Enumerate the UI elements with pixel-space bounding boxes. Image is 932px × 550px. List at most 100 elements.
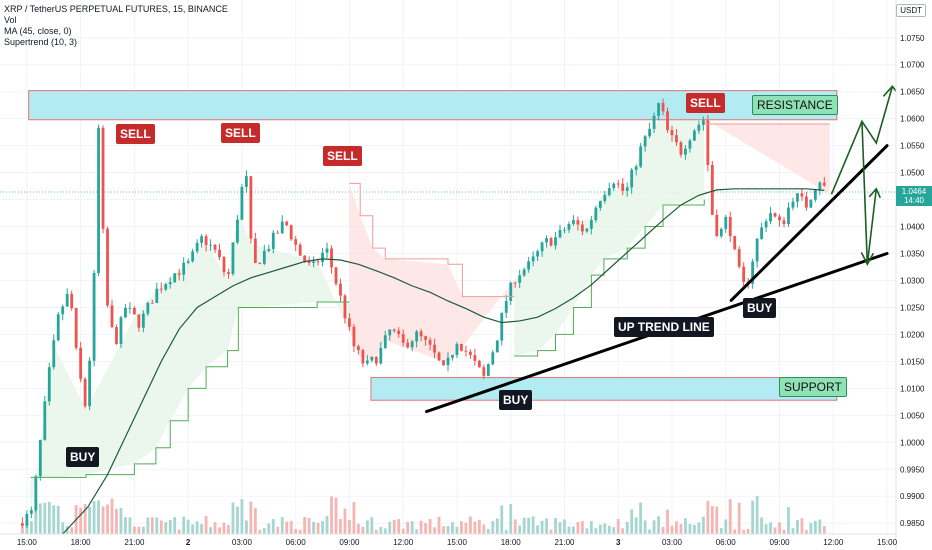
volume-bar: [589, 520, 593, 534]
candle-body: [800, 193, 804, 197]
volume-bar: [383, 528, 387, 534]
volume-bar: [791, 528, 795, 534]
volume-bar: [576, 522, 580, 534]
volume-bar: [124, 517, 127, 534]
candle-body: [670, 130, 674, 136]
y-tick-label-9: 1.0300: [900, 276, 925, 285]
supertrend-line-0: [30, 301, 350, 478]
volume-bar: [688, 524, 692, 534]
volume-bar: [782, 529, 786, 534]
currency-unit-badge[interactable]: USDT: [896, 4, 926, 17]
volume-bar: [374, 529, 378, 534]
volume-bar: [652, 520, 656, 534]
symbol-title: XRP / TetherUS PERPETUAL FUTURES, 15, BI…: [4, 4, 228, 14]
candle-body: [486, 364, 490, 376]
volume-bar: [173, 517, 177, 534]
volume-bar: [415, 529, 419, 534]
supertrend-line-1: [349, 182, 515, 298]
supertrend-fill-2: [514, 115, 705, 357]
candle-body: [822, 182, 826, 186]
candle-body: [43, 401, 47, 440]
indicator-ma[interactable]: MA (45, close, 0): [4, 26, 72, 36]
y-axis-panel: [896, 0, 932, 550]
x-tick-label-15: 12:00: [823, 538, 844, 547]
x-axis[interactable]: 15:00 18:00 21:00 2 03:00 06:00 09:00 12:00 15:0…: [0, 533, 898, 547]
volume-bar: [43, 502, 47, 534]
y-axis[interactable]: 1.0750 1.0700 1.0650 1.0600 1.0550 1.0500 1.04…: [895, 0, 932, 550]
candle-body: [146, 302, 150, 314]
x-tick-label-0: 15:00: [17, 538, 38, 547]
volume-bar: [231, 502, 235, 534]
y-tick-label-14: 1.0050: [900, 411, 925, 420]
candle-body: [589, 220, 593, 229]
candle-body: [634, 166, 638, 170]
volume-bar: [549, 529, 553, 534]
candle-body: [778, 216, 781, 221]
volume-bar: [34, 500, 38, 534]
candle-body: [330, 248, 333, 268]
volume-bar: [540, 520, 544, 534]
candle-body: [724, 216, 728, 229]
volume-bar: [491, 521, 495, 534]
candle-body: [280, 221, 284, 234]
candle-body: [213, 244, 217, 250]
y-tick-label-2: 1.0650: [900, 88, 925, 97]
volume-bar: [451, 522, 454, 534]
candle-body: [755, 238, 759, 262]
supertrend-fill-3: [704, 118, 830, 195]
candle-body: [500, 312, 504, 341]
volume-bar: [710, 505, 714, 534]
candle-body: [289, 225, 293, 240]
candle-body: [92, 272, 96, 361]
volume-bar: [724, 519, 728, 534]
candle-body: [365, 360, 369, 364]
volume-bar: [245, 520, 248, 534]
volume-bar: [303, 517, 307, 534]
supertrend-lines: [30, 123, 830, 478]
volume-bar: [585, 528, 589, 534]
volume-bar: [365, 520, 369, 534]
volume-bar: [285, 521, 289, 534]
candle-body: [141, 313, 145, 328]
volume-bar: [661, 526, 665, 534]
ma-45-line: [62, 188, 825, 535]
volume-bar: [177, 529, 181, 534]
x-tick-label-8: 15:00: [447, 538, 468, 547]
candle-body: [477, 360, 481, 368]
candle-body: [567, 223, 571, 230]
volume-bar: [289, 520, 293, 534]
volume-bar: [737, 502, 741, 534]
buy-label-1: BUY: [66, 447, 100, 467]
volume-bar: [88, 506, 91, 534]
candle-body: [128, 307, 132, 309]
x-tick-label-5: 06:00: [286, 538, 307, 547]
volume-bar: [477, 519, 481, 534]
candle-body: [769, 213, 772, 222]
candle-body: [110, 305, 114, 328]
volume-bar: [204, 516, 208, 534]
volume-bar: [500, 505, 504, 534]
support-label: SUPPORT: [779, 377, 847, 397]
candle-body: [469, 351, 472, 355]
volume-bar: [755, 496, 759, 534]
volume-bar: [267, 523, 271, 534]
candle-body: [639, 146, 643, 167]
volume-bar: [330, 496, 333, 534]
volume-bar: [446, 526, 450, 534]
candle-body: [581, 224, 584, 232]
volume-bar: [464, 522, 468, 534]
indicator-vol[interactable]: Vol: [4, 15, 17, 25]
volume-bar: [137, 526, 141, 534]
candle-body: [200, 236, 203, 243]
volume-bar: [65, 526, 69, 534]
candle-body: [321, 252, 324, 263]
x-tick-label-11: 3: [616, 538, 621, 547]
candle-body: [460, 344, 463, 351]
volume-bar: [213, 522, 217, 534]
candle-body: [728, 216, 732, 237]
candle-body: [719, 228, 723, 237]
volume-bar: [504, 529, 508, 534]
indicator-supertrend[interactable]: Supertrend (10, 3): [4, 37, 78, 47]
volume-bar: [397, 519, 401, 534]
